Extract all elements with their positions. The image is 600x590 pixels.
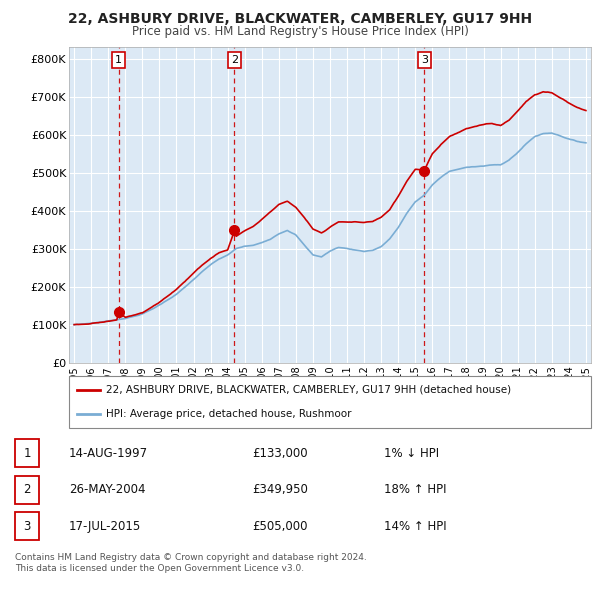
Text: 17-JUL-2015: 17-JUL-2015 [69,520,141,533]
Text: This data is licensed under the Open Government Licence v3.0.: This data is licensed under the Open Gov… [15,565,304,573]
Text: 3: 3 [23,520,31,533]
Text: 14-AUG-1997: 14-AUG-1997 [69,447,148,460]
Text: 14% ↑ HPI: 14% ↑ HPI [384,520,446,533]
Text: £505,000: £505,000 [252,520,308,533]
Text: 18% ↑ HPI: 18% ↑ HPI [384,483,446,496]
Text: HPI: Average price, detached house, Rushmoor: HPI: Average price, detached house, Rush… [106,409,351,419]
Text: 1: 1 [23,447,31,460]
Text: 2: 2 [231,55,238,65]
Text: £133,000: £133,000 [252,447,308,460]
Text: 22, ASHBURY DRIVE, BLACKWATER, CAMBERLEY, GU17 9HH: 22, ASHBURY DRIVE, BLACKWATER, CAMBERLEY… [68,12,532,26]
Text: Contains HM Land Registry data © Crown copyright and database right 2024.: Contains HM Land Registry data © Crown c… [15,553,367,562]
Text: 2: 2 [23,483,31,496]
Text: 1% ↓ HPI: 1% ↓ HPI [384,447,439,460]
Text: 26-MAY-2004: 26-MAY-2004 [69,483,146,496]
Text: 3: 3 [421,55,428,65]
Text: 22, ASHBURY DRIVE, BLACKWATER, CAMBERLEY, GU17 9HH (detached house): 22, ASHBURY DRIVE, BLACKWATER, CAMBERLEY… [106,385,511,395]
Text: Price paid vs. HM Land Registry's House Price Index (HPI): Price paid vs. HM Land Registry's House … [131,25,469,38]
Text: 1: 1 [115,55,122,65]
Text: £349,950: £349,950 [252,483,308,496]
